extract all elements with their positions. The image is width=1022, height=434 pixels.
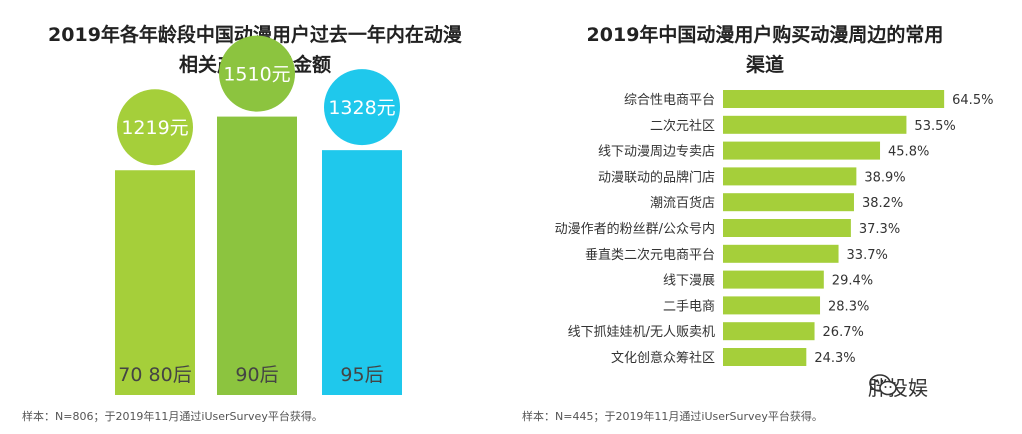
right-title-line1: 2019年中国动漫用户购买动漫周边的常用 (586, 24, 944, 46)
bar-value-label-90: 1510元 (223, 64, 290, 86)
left-source-note: 样本：N=806；于2019年11月通过iUserSurvey平台获得。 (22, 410, 323, 423)
age-spending-bar-chart: 70 80后 1219元 90后 1510元 95后 1328元 (115, 35, 402, 395)
channel-value-label: 28.3% (828, 299, 869, 314)
channel-value-label: 45.8% (888, 145, 929, 160)
channel-label: 动漫作者的粉丝群/公众号内 (555, 221, 715, 237)
channel-value-label: 53.5% (914, 119, 955, 134)
channel-label: 文化创意众筹社区 (611, 350, 715, 366)
channel-value-label: 24.3% (814, 351, 855, 366)
channel-label: 动漫联动的品牌门店 (598, 169, 715, 185)
channel-bar (723, 219, 851, 237)
bar-95 (322, 150, 402, 395)
channel-value-label: 64.5% (952, 93, 993, 108)
bar-category-label-90: 90后 (235, 364, 278, 386)
channel-value-label: 29.4% (832, 274, 873, 289)
bar-category-label-7080: 70 80后 (118, 364, 191, 386)
channel-bar (723, 167, 857, 186)
right-chart-panel: 2019年中国动漫用户购买动漫周边的常用 渠道 综合性电商平台 64.5% 二次元社… (510, 0, 1022, 434)
right-chart-title: 2019年中国动漫用户购买动漫周边的常用 渠道 (550, 20, 980, 80)
channel-bar (723, 322, 815, 341)
left-title-line1: 2019年各年龄段中国动漫用户过去一年内在动漫 (48, 24, 462, 46)
right-source-note: 样本：N=445；于2019年11月通过iUserSurvey平台获得。 (522, 410, 823, 423)
bar-7080 (115, 170, 195, 395)
channel-label: 二手电商 (663, 299, 715, 314)
bar-90 (217, 116, 297, 395)
bar-value-label-95: 1328元 (328, 97, 395, 119)
channel-label: 垂直类二次元电商平台 (585, 247, 715, 263)
wechat-icon (869, 374, 897, 396)
channel-label: 线下动漫周边专卖店 (598, 145, 715, 160)
watermark-text: 胖投娱 (868, 376, 928, 400)
channel-value-label: 38.2% (862, 196, 903, 211)
value-bubble-90 (219, 35, 295, 112)
value-bubble-95 (324, 69, 400, 146)
purchase-channel-bar-chart: 综合性电商平台 64.5% 二次元社区 53.5% 线下动漫周边专卖店 45.8% 动漫联动… (555, 90, 993, 366)
left-chart-panel: 2019年各年龄段中国动漫用户过去一年内在动漫 相关产品消费金额 70 80后1… (0, 0, 510, 434)
channel-label: 线下抓娃娃机/无人贩卖机 (568, 325, 715, 340)
right-title-line2: 渠道 (745, 54, 784, 76)
channel-bar (723, 90, 945, 108)
channel-label: 线下漫展 (663, 274, 715, 289)
channel-value-label: 37.3% (859, 222, 900, 237)
channel-label: 二次元社区 (650, 118, 715, 134)
channel-bar (723, 270, 824, 289)
channel-bar (723, 244, 839, 263)
channel-label: 综合性电商平台 (624, 93, 715, 108)
bar-value-label-7080: 1219元 (121, 117, 188, 139)
channel-bar (723, 141, 881, 160)
channel-bar (723, 193, 854, 212)
channel-value-label: 26.7% (823, 325, 864, 340)
channel-bar (723, 115, 907, 134)
channel-label: 潮流百货店 (650, 195, 715, 211)
bar-category-label-95: 95后 (340, 364, 383, 386)
value-bubble-7080 (117, 89, 193, 166)
watermark: 胖投娱 (868, 372, 928, 401)
channel-bar (723, 348, 807, 366)
channel-value-label: 38.9% (864, 170, 905, 185)
channel-bar (723, 296, 821, 315)
channel-value-label: 33.7% (847, 248, 888, 263)
